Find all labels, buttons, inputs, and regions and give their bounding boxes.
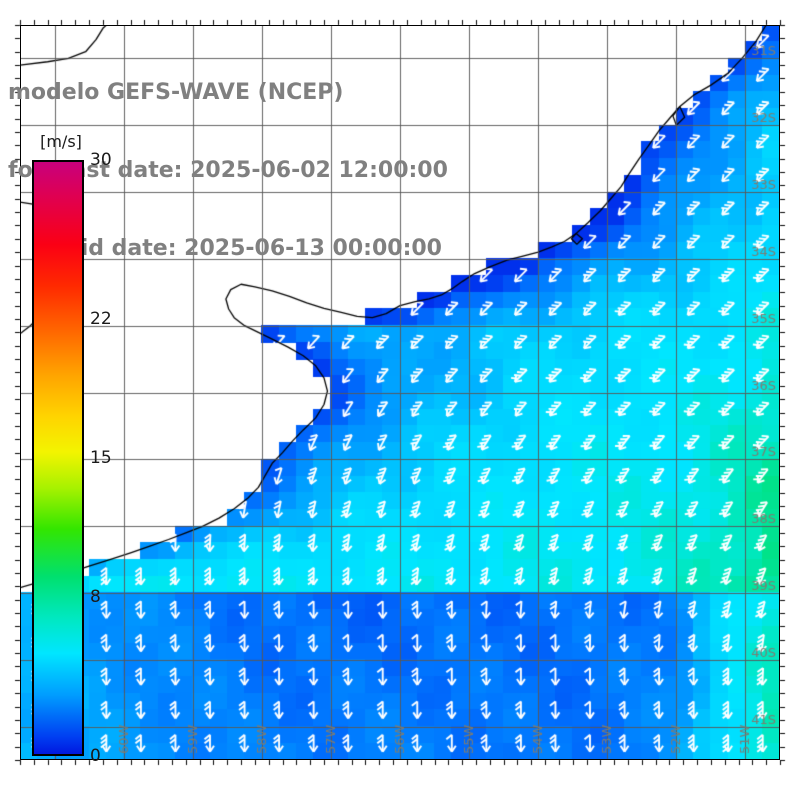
colorbar-tick-22: 22: [90, 308, 112, 329]
colorbar-gradient: [32, 160, 84, 756]
map-plot-area: [20, 25, 780, 760]
colorbar-tick-15: 15: [90, 448, 112, 468]
colorbar-tick-0: 0: [90, 746, 101, 766]
colorbar-unit-label: [m/s]: [40, 132, 82, 151]
graticule-overlay: [20, 25, 780, 760]
colorbar-tick-30: 30: [90, 150, 112, 170]
colorbar-tick-8: 8: [90, 587, 101, 608]
colorbar: [32, 160, 84, 756]
